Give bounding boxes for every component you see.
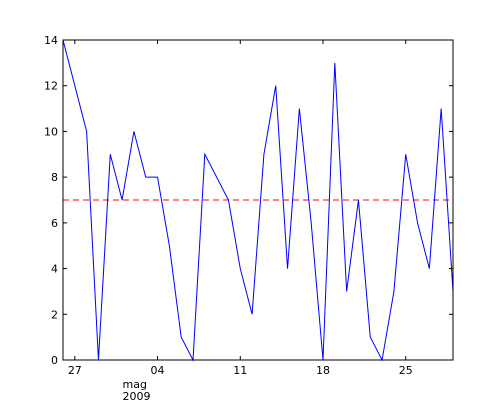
line-series xyxy=(62,39,454,362)
y-tick-label: 0 xyxy=(51,354,58,367)
y-tick-label: 4 xyxy=(51,263,58,276)
y-tick-label: 2 xyxy=(51,308,58,321)
x-sub-label: mag xyxy=(123,378,147,391)
x-tick-label: 25 xyxy=(399,364,413,377)
y-tick-label: 8 xyxy=(51,171,58,184)
y-tick-label: 14 xyxy=(44,34,58,47)
x-sub-label: 2009 xyxy=(123,390,151,400)
x-tick-label: 27 xyxy=(68,364,82,377)
x-tick-label: 04 xyxy=(151,364,165,377)
x-tick-label: 11 xyxy=(233,364,247,377)
x-tick-label: 18 xyxy=(316,364,330,377)
y-tick-label: 10 xyxy=(44,125,58,138)
y-tick-label: 6 xyxy=(51,217,58,230)
plot-frame xyxy=(62,39,454,361)
y-tick-label: 12 xyxy=(44,80,58,93)
